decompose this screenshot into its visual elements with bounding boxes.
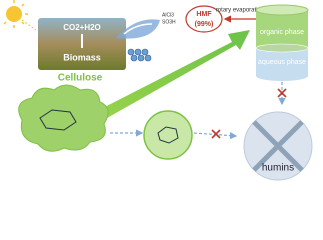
cellulose-label: Cellulose: [58, 73, 103, 84]
humins-cross: [252, 120, 304, 172]
sun: [3, 0, 37, 31]
catalyst: [116, 19, 160, 62]
fructose-ring: [157, 126, 179, 144]
organic-phase: organic phase: [260, 29, 304, 36]
hmf-yield: (99%): [195, 21, 214, 28]
blocked-mark: [211, 129, 221, 139]
hmf-label: HMF: [196, 11, 212, 18]
humins-label: humins: [262, 163, 294, 174]
catalyst-item: SO3H: [162, 19, 176, 25]
evaporation-label: rotary evaporation: [216, 8, 264, 14]
catalyst-item: AlCl3: [162, 12, 174, 18]
intermediate-circle: [143, 110, 193, 160]
glucose-cloud: [18, 84, 109, 152]
main-arrow: [95, 30, 250, 122]
glucose-ring: [39, 109, 77, 131]
hmf-badge: [185, 5, 223, 33]
blocked-mark: [277, 88, 287, 98]
graphical-abstract: CO2+H2O Biomass Cellulose AlCl3 SO3H HMF…: [3, 0, 313, 181]
reactants: CO2+H2O: [63, 23, 101, 32]
biomass-label: Biomass: [63, 52, 101, 62]
separation-vessel: [255, 4, 309, 81]
aqueous-phase: aqueous phase: [258, 59, 306, 66]
